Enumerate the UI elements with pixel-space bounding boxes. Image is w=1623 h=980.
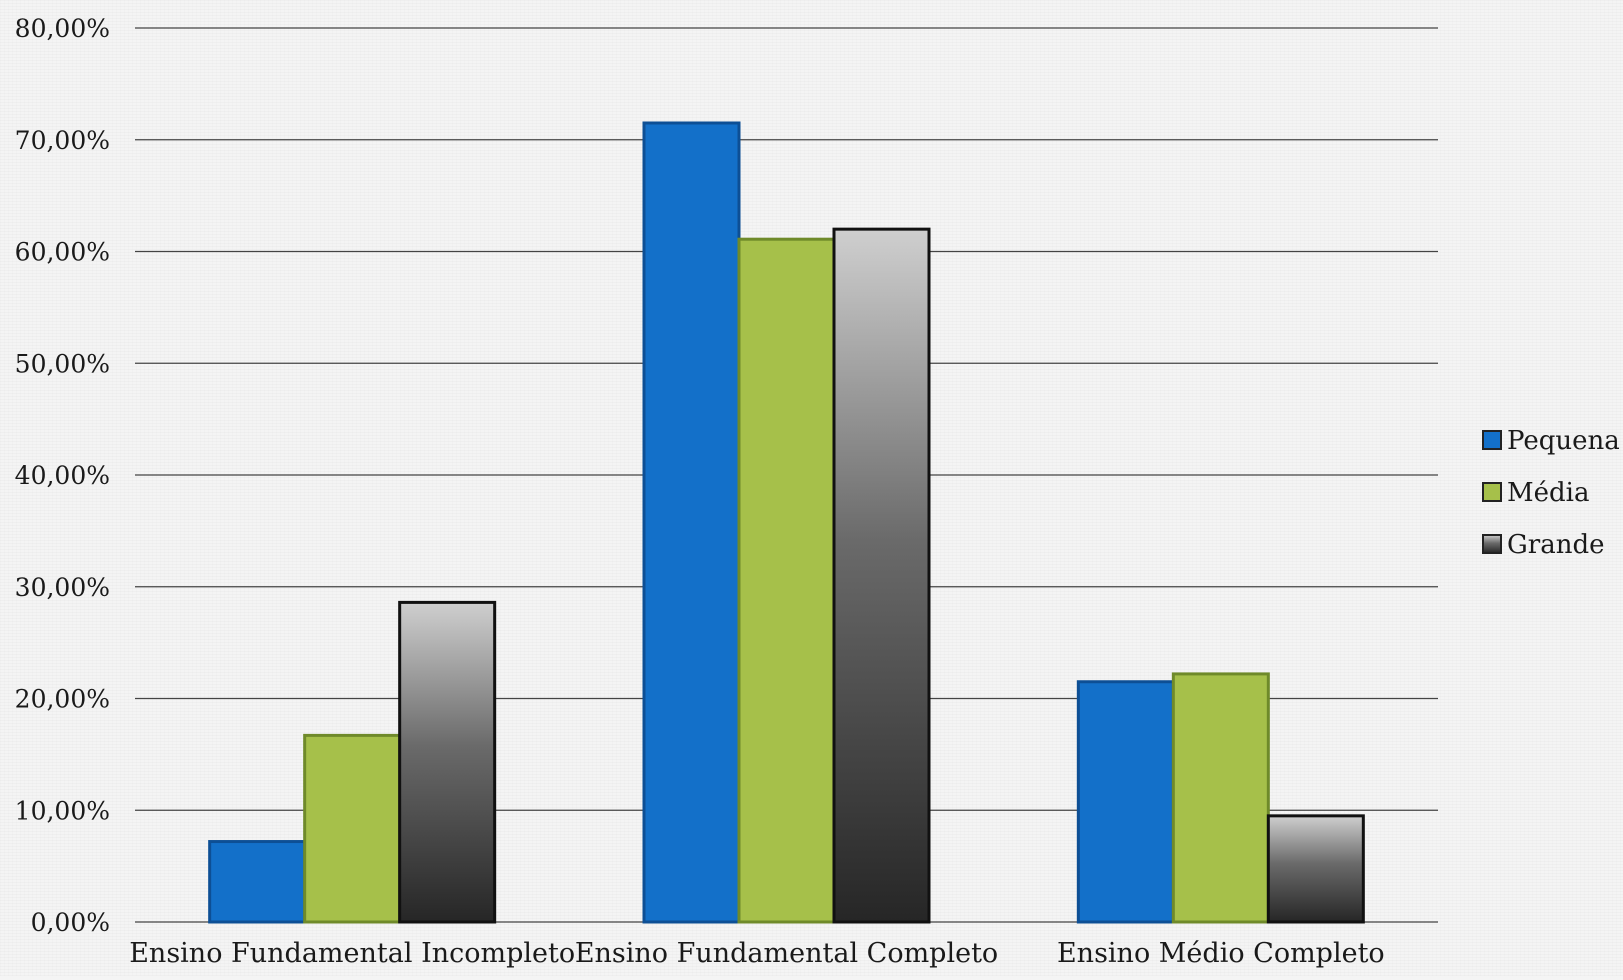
bar-grande	[832, 227, 931, 924]
x-category-label: Ensino Médio Completo	[1057, 938, 1385, 969]
legend-swatch-pequena	[1482, 430, 1502, 450]
y-tick-label: 20,00%	[15, 685, 110, 714]
legend-label: Média	[1507, 478, 1589, 508]
bar-pequena	[208, 840, 307, 924]
y-axis-ticks: 0,00% 10,00% 20,00% 30,00% 40,00% 50,00% 60,00…	[15, 14, 110, 937]
bar-média	[737, 237, 836, 924]
y-tick-label: 80,00%	[15, 14, 110, 43]
legend: Pequena Média Grande	[1482, 426, 1620, 560]
y-tick-label: 50,00%	[15, 349, 110, 378]
y-tick-label: 40,00%	[15, 461, 110, 490]
y-tick-label: 70,00%	[15, 126, 110, 155]
x-axis-categories: Ensino Fundamental Incompleto Ensino Fund…	[129, 938, 1384, 969]
bar-grande	[398, 600, 497, 924]
y-tick-label: 30,00%	[15, 573, 110, 602]
y-tick-label: 10,00%	[15, 796, 110, 825]
x-category-label: Ensino Fundamental Completo	[575, 938, 998, 969]
bar-média	[303, 733, 402, 924]
bar-pequena	[642, 121, 741, 924]
legend-swatch-média	[1482, 482, 1502, 502]
bars	[208, 121, 1365, 924]
bar-pequena	[1076, 680, 1175, 924]
x-category-label: Ensino Fundamental Incompleto	[129, 938, 575, 969]
bar-grande	[1266, 814, 1365, 924]
y-tick-label: 60,00%	[15, 238, 110, 267]
y-tick-label: 0,00%	[31, 908, 110, 937]
legend-swatch-grande	[1482, 534, 1502, 554]
bar-média	[1171, 672, 1270, 924]
legend-label: Pequena	[1507, 426, 1620, 456]
legend-label: Grande	[1507, 530, 1604, 560]
